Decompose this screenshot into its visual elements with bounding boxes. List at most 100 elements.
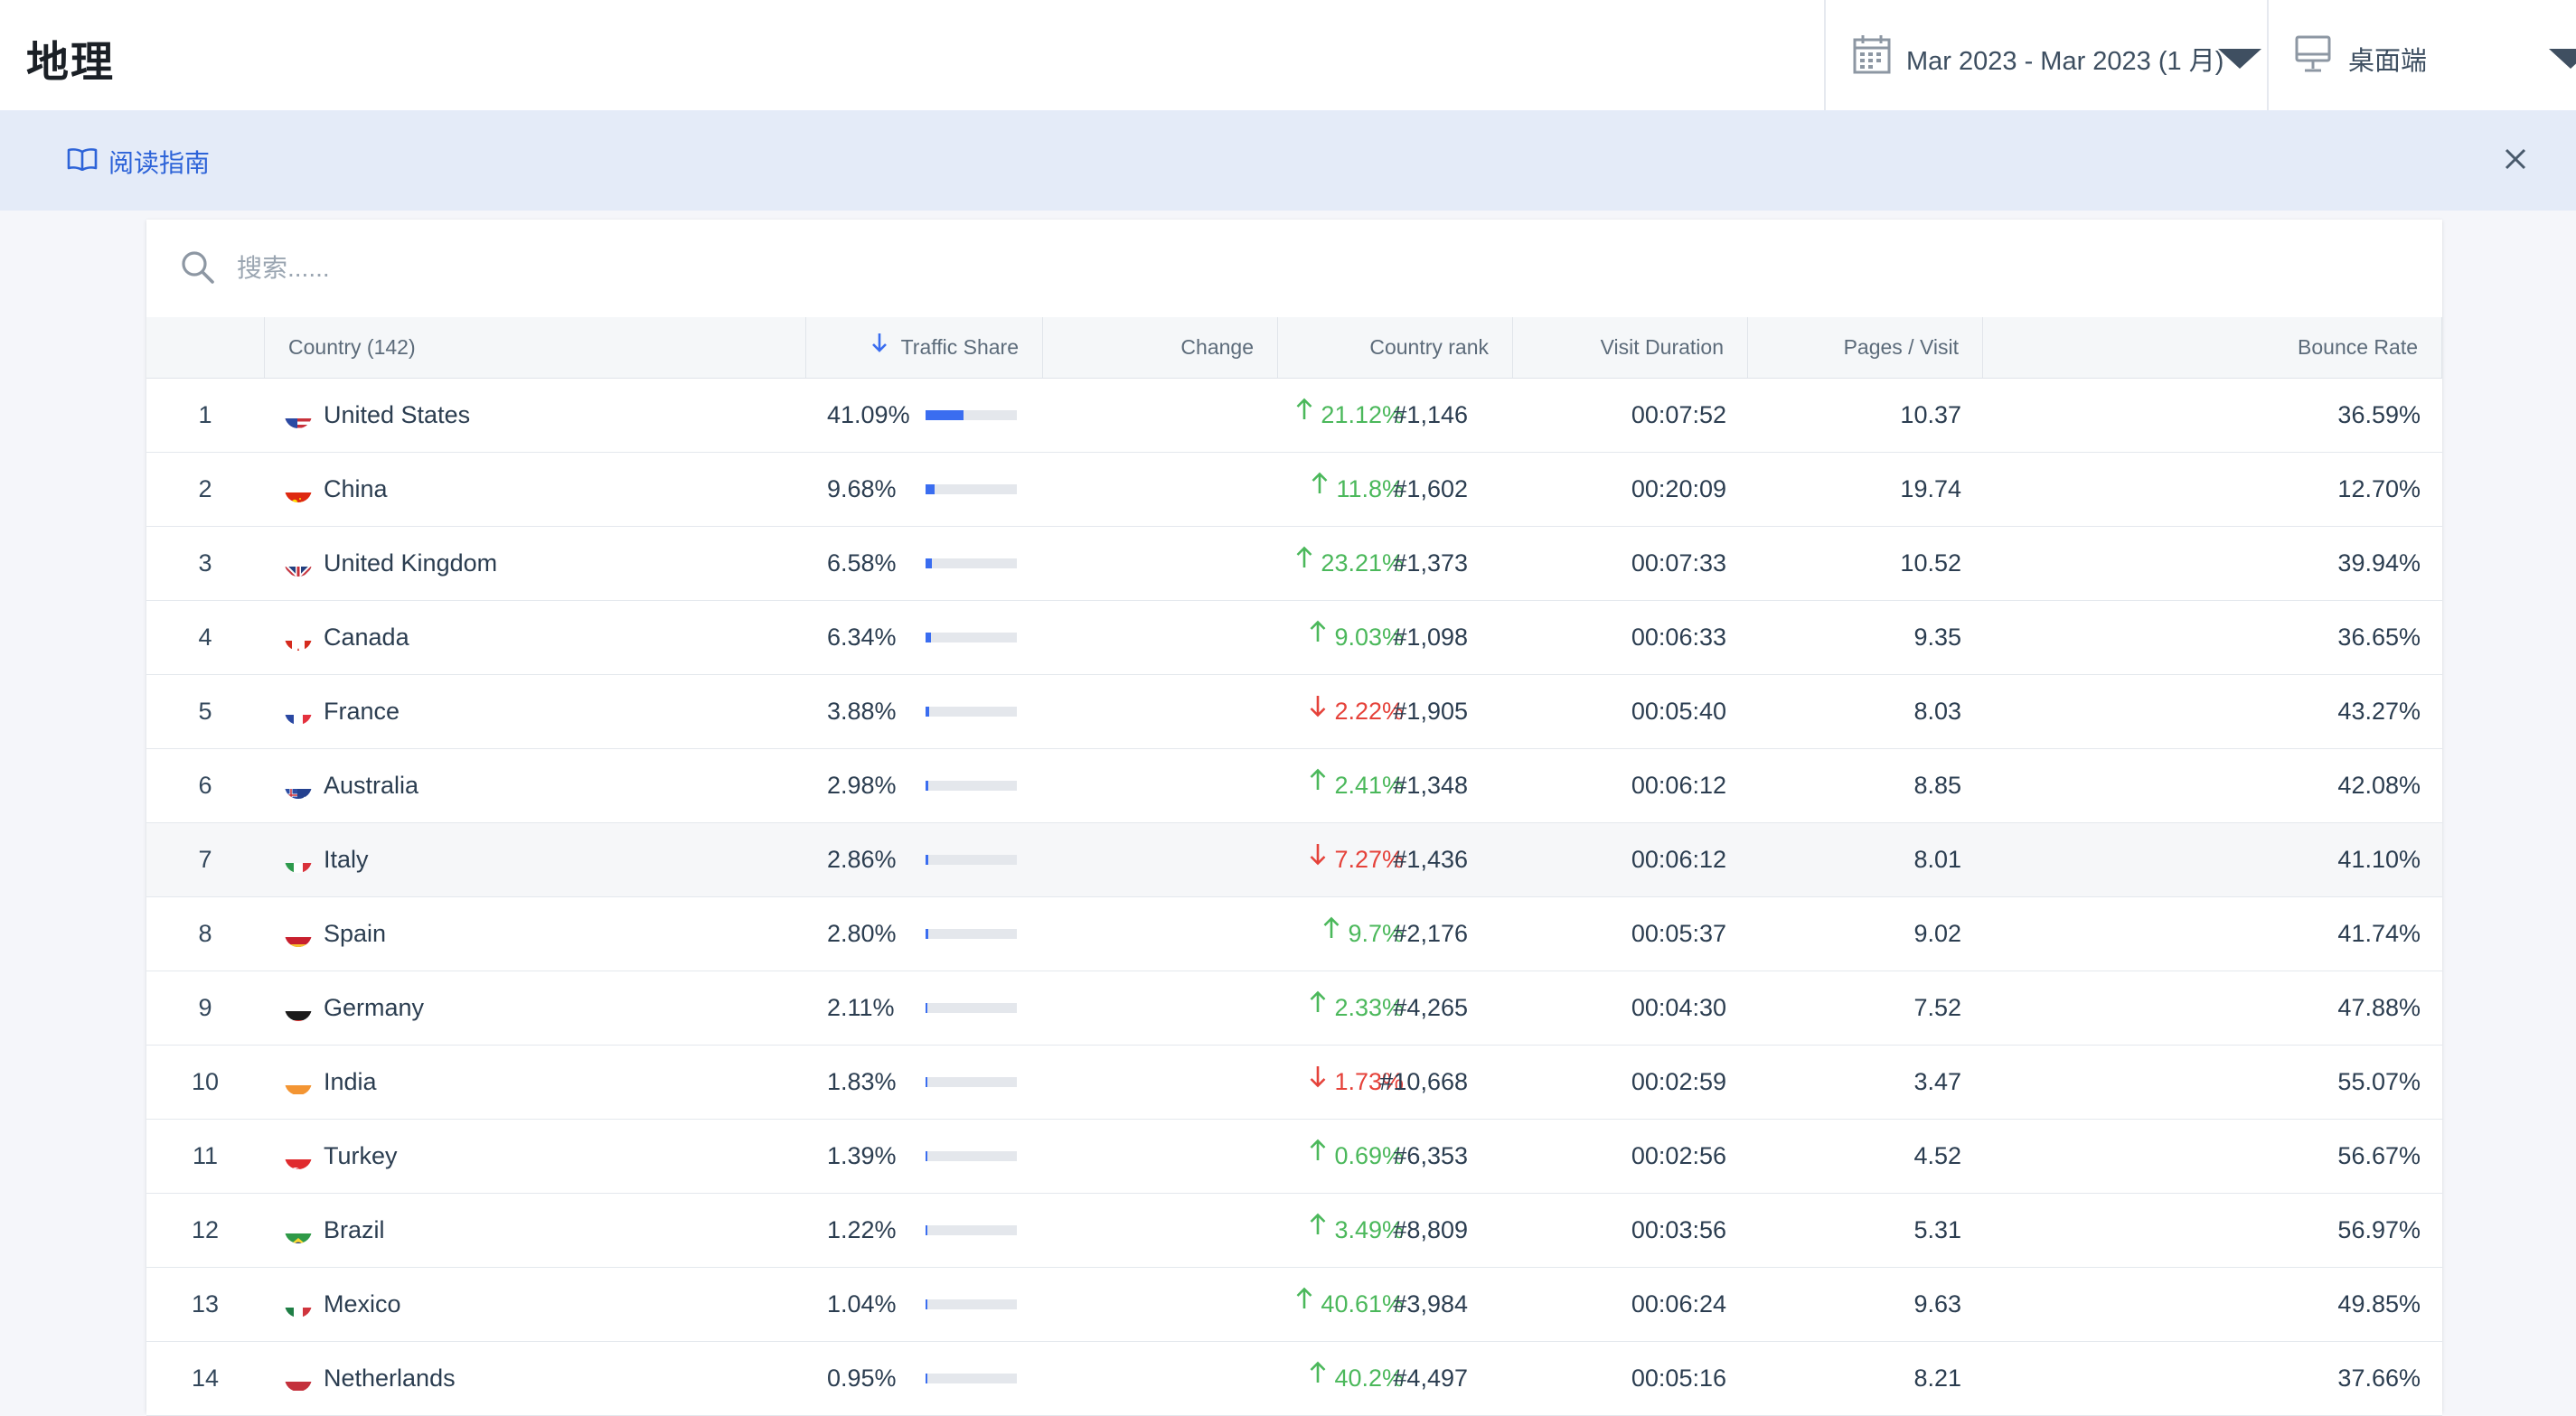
desktop-icon xyxy=(2294,34,2332,79)
pages-per-visit-value: 19.74 xyxy=(1900,475,1961,502)
column-header-country[interactable]: Country (142) xyxy=(264,317,953,378)
bounce-rate-value: 47.88% xyxy=(2337,994,2421,1021)
visit-duration-value: 00:06:12 xyxy=(1631,772,1726,799)
country-name[interactable]: Turkey xyxy=(324,1142,398,1169)
date-range-picker[interactable]: Mar 2023 - Mar 2023 (1 月) xyxy=(1824,0,2269,110)
country-name[interactable]: Netherlands xyxy=(324,1364,456,1392)
table-row[interactable]: 10 India 1.83% 1.73% #10,668 00:02:59 3.47 55.0… xyxy=(146,1046,2442,1120)
table-row[interactable]: 7 Italy 2.86% 7.27% #1,436 00:06:12 8.01 41.10% xyxy=(146,823,2442,897)
traffic-share-bar xyxy=(926,1374,1017,1383)
country-name[interactable]: India xyxy=(324,1068,377,1095)
search-icon xyxy=(181,250,215,289)
row-index: 5 xyxy=(198,698,212,725)
book-icon xyxy=(67,147,98,175)
geography-table-card: Country (142) Traffic Share Change Count… xyxy=(146,220,2442,1416)
table-row[interactable]: 8 Spain 2.80% 9.7% #2,176 00:05:37 9.02 41.74% xyxy=(146,897,2442,971)
traffic-share-bar xyxy=(926,1077,1017,1087)
table-row[interactable]: 2 China 9.68% 11.8% #1,602 00:20:09 19.74 12.70… xyxy=(146,453,2442,527)
change-value: 2.41% xyxy=(1309,749,1404,822)
traffic-share-bar xyxy=(926,929,1017,939)
traffic-share-value: 1.39% xyxy=(827,1142,897,1169)
country-name[interactable]: Mexico xyxy=(324,1290,401,1318)
visit-duration-value: 00:05:40 xyxy=(1631,698,1726,725)
row-index: 10 xyxy=(191,1068,220,1095)
table-row[interactable]: 11 Turkey 1.39% 0.69% #6,353 00:02:56 4.52 56.6… xyxy=(146,1120,2442,1194)
change-value: 40.61% xyxy=(1295,1268,1404,1341)
table-row[interactable]: 13 Mexico 1.04% 40.61% #3,984 00:06:24 9.63 49.… xyxy=(146,1268,2442,1342)
change-text: 21.12% xyxy=(1321,401,1404,428)
column-header-pages-visit[interactable]: Pages / Visit xyxy=(1747,317,1982,378)
change-value: 40.2% xyxy=(1309,1342,1404,1415)
country-name[interactable]: Australia xyxy=(324,772,419,799)
row-index: 7 xyxy=(198,846,212,873)
row-index: 2 xyxy=(198,475,212,502)
traffic-share-bar xyxy=(926,707,1017,717)
visit-duration-value: 00:04:30 xyxy=(1631,994,1726,1021)
column-header-traffic-share[interactable]: Traffic Share xyxy=(805,317,1042,378)
flag-tr-icon xyxy=(285,1142,312,1169)
flag-de-icon xyxy=(285,994,312,1021)
table-row[interactable]: 6 Australia 2.98% 2.41% #1,348 00:06:12 8.85 42… xyxy=(146,749,2442,823)
country-name[interactable]: China xyxy=(324,475,388,502)
column-header-bounce-rate[interactable]: Bounce Rate xyxy=(1982,317,2442,378)
column-header-traffic-share-label: Traffic Share xyxy=(900,335,1019,359)
search-input[interactable] xyxy=(235,241,2317,295)
bounce-rate-value: 55.07% xyxy=(2337,1068,2421,1095)
table-row[interactable]: 3 United Kingdom 6.58% 23.21% #1,373 00:07:33… xyxy=(146,527,2442,601)
column-header-visit-duration-label: Visit Duration xyxy=(1600,335,1724,359)
country-rank-value: #2,176 xyxy=(1393,920,1468,947)
flag-ca-icon xyxy=(285,624,312,651)
column-header-visit-duration[interactable]: Visit Duration xyxy=(1512,317,1747,378)
bounce-rate-value: 36.59% xyxy=(2337,401,2421,428)
table-row[interactable]: 9 Germany 2.11% 2.33% #4,265 00:04:30 7.52 47.8… xyxy=(146,971,2442,1046)
change-text: 23.21% xyxy=(1321,549,1404,577)
traffic-share-bar xyxy=(926,1003,1017,1013)
country-name[interactable]: France xyxy=(324,698,400,725)
change-text: 2.22% xyxy=(1334,698,1404,725)
traffic-share-bar xyxy=(926,1225,1017,1235)
close-icon[interactable] xyxy=(2504,141,2527,177)
bounce-rate-value: 49.85% xyxy=(2337,1290,2421,1318)
traffic-share-bar-fill xyxy=(926,707,929,717)
row-index: 3 xyxy=(198,549,212,577)
pages-per-visit-value: 4.52 xyxy=(1913,1142,1961,1169)
top-bar: 地理 Mar 2023 - Mar 2023 (1 月) xyxy=(0,0,2576,111)
row-index: 4 xyxy=(198,624,212,651)
bounce-rate-value: 36.65% xyxy=(2337,624,2421,651)
country-name[interactable]: Italy xyxy=(324,846,369,873)
country-name[interactable]: United States xyxy=(324,401,471,428)
change-value: 9.7% xyxy=(1322,897,1404,971)
country-name[interactable]: Spain xyxy=(324,920,387,947)
column-header-country-rank[interactable]: Country rank xyxy=(1277,317,1512,378)
country-name[interactable]: Canada xyxy=(324,624,409,651)
table-row[interactable]: 12 Brazil 1.22% 3.49% #8,809 00:03:56 5.31 56.9… xyxy=(146,1194,2442,1268)
change-text: 11.8% xyxy=(1336,475,1404,502)
country-name[interactable]: United Kingdom xyxy=(324,549,498,577)
reading-guide-link[interactable]: 阅读指南 xyxy=(108,149,211,177)
traffic-share-bar-fill xyxy=(926,558,932,568)
country-rank-value: #3,984 xyxy=(1393,1290,1468,1318)
traffic-share-value: 1.22% xyxy=(827,1216,897,1243)
country-name[interactable]: Germany xyxy=(324,994,425,1021)
visit-duration-value: 00:05:16 xyxy=(1631,1364,1726,1392)
country-rank-value: #1,373 xyxy=(1393,549,1468,577)
bounce-rate-value: 41.10% xyxy=(2337,846,2421,873)
table-row[interactable]: 4 Canada 6.34% 9.03% #1,098 00:06:33 9.35 36.65… xyxy=(146,601,2442,675)
arrow-up-icon xyxy=(1295,377,1313,450)
table-row[interactable]: 1 United States 41.09% 21.12% #1,146 00:07:52… xyxy=(146,379,2442,453)
change-value: 21.12% xyxy=(1295,379,1404,452)
row-index: 1 xyxy=(198,401,212,428)
traffic-share-bar-fill xyxy=(926,1374,927,1383)
bounce-rate-value: 43.27% xyxy=(2337,698,2421,725)
table-row[interactable]: 5 France 3.88% 2.22% #1,905 00:05:40 8.03 43.27… xyxy=(146,675,2442,749)
traffic-share-value: 2.80% xyxy=(827,920,897,947)
table-row[interactable]: 14 Netherlands 0.95% 40.2% #4,497 00:05:16 8.2… xyxy=(146,1342,2442,1416)
bounce-rate-value: 56.97% xyxy=(2337,1216,2421,1243)
row-index: 9 xyxy=(198,994,212,1021)
device-picker[interactable]: 桌面端 xyxy=(2269,0,2576,110)
traffic-share-value: 3.88% xyxy=(827,698,897,725)
visit-duration-value: 00:07:33 xyxy=(1631,549,1726,577)
visit-duration-value: 00:06:24 xyxy=(1631,1290,1726,1318)
country-name[interactable]: Brazil xyxy=(324,1216,385,1243)
column-header-change[interactable]: Change xyxy=(1042,317,1277,378)
